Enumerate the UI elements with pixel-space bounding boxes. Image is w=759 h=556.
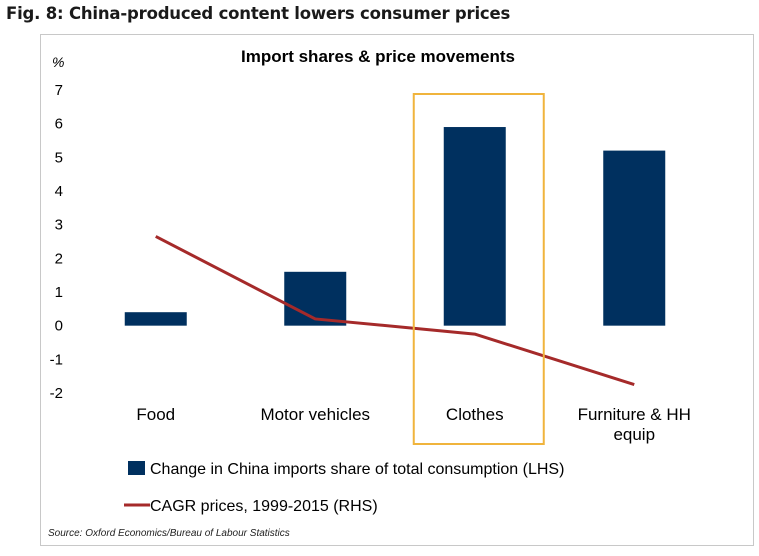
y-tick-label: -1 (50, 351, 63, 368)
clothes-highlight-box (412, 93, 545, 445)
legend-bar-label: Change in China imports share of total c… (150, 461, 564, 478)
chart-title: Import shares & price movements (241, 47, 515, 66)
category-label: Motor vehicles (260, 405, 370, 424)
y-tick-label: 6 (55, 116, 63, 133)
y-tick-label: 4 (55, 183, 63, 200)
category-labels: Food Motor vehicles Clothes Furniture & HHe… (136, 405, 691, 444)
category-label: Food (136, 405, 175, 424)
y-tick-label: 0 (55, 318, 63, 335)
y-tick-label: -2 (50, 385, 63, 402)
legend-bar-swatch (128, 461, 145, 475)
y-tick-label: 5 (55, 149, 63, 166)
y-tick-label: 3 (55, 217, 63, 234)
bar-food (124, 312, 187, 326)
y-axis-unit-label: % (52, 54, 64, 70)
category-label: Furniture & HH (578, 405, 691, 424)
category-label: equip (613, 425, 655, 444)
bar-motor-vehicles (284, 271, 347, 326)
bar-series (124, 127, 666, 326)
source-note: Source: Oxford Economics/Bureau of Labou… (48, 528, 290, 539)
line-series (155, 235, 635, 387)
y-axis-ticks: -2 -1 0 1 2 3 4 5 6 7 (50, 82, 63, 402)
bar-furniture-hh-equip (603, 150, 666, 326)
cagr-price-line (155, 235, 635, 387)
legend-line-label: CAGR prices, 1999-2015 (RHS) (150, 498, 378, 515)
y-tick-label: 7 (55, 82, 63, 99)
legend: Change in China imports share of total c… (124, 461, 564, 515)
y-tick-label: 1 (55, 284, 63, 301)
category-label: Clothes (446, 405, 504, 424)
bar-clothes (443, 127, 506, 326)
highlight-box (412, 93, 545, 445)
chart-frame (40, 34, 754, 546)
y-tick-label: 2 (55, 250, 63, 267)
figure-title: Fig. 8: China-produced content lowers co… (6, 4, 511, 23)
